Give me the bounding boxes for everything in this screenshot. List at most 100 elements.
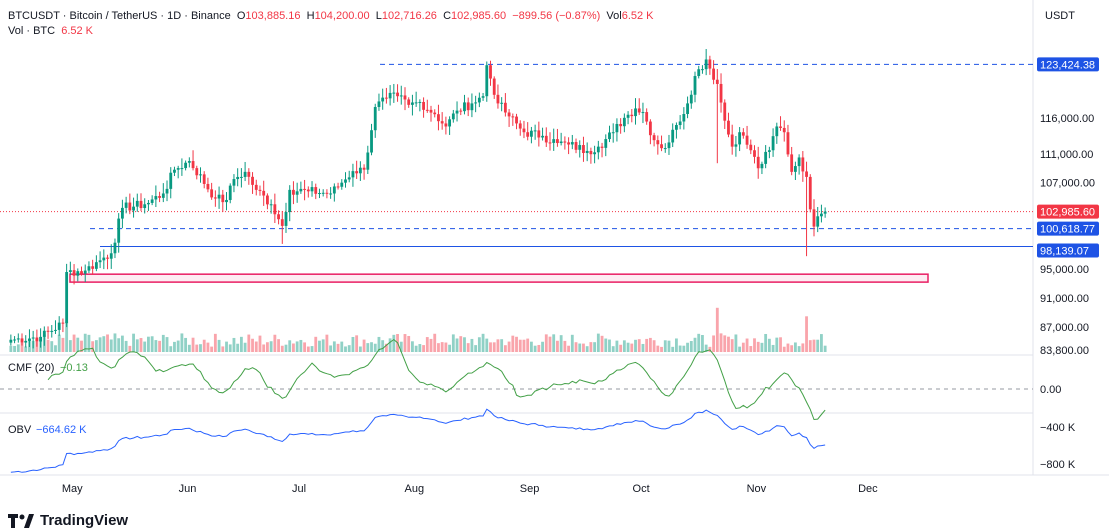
volume-bar xyxy=(693,337,697,352)
volume-bar xyxy=(388,338,392,352)
candle-body xyxy=(321,192,325,194)
candle-body xyxy=(663,148,667,150)
candle-body xyxy=(760,163,764,169)
volume-bar xyxy=(652,340,656,352)
candle-body xyxy=(109,253,113,259)
candle-body xyxy=(117,218,121,243)
volume-bar xyxy=(596,333,600,352)
candle-body xyxy=(492,78,496,95)
candle-body xyxy=(366,152,370,170)
volume-bar xyxy=(117,338,121,352)
candle-body xyxy=(98,260,102,263)
candle-body xyxy=(790,154,794,172)
volume-bar xyxy=(823,345,827,352)
volume-bar xyxy=(648,337,652,352)
support-zone xyxy=(69,273,929,283)
volume-bar xyxy=(76,337,80,352)
candle-body xyxy=(593,152,597,155)
volume-bar xyxy=(775,337,779,352)
candle-body xyxy=(325,192,329,194)
volume-bar xyxy=(764,333,768,352)
level-tag-label: 98,139.07 xyxy=(1040,246,1089,258)
volume-bar xyxy=(251,338,254,352)
candle-body xyxy=(507,112,511,117)
candle-body xyxy=(749,144,753,151)
candle-body xyxy=(611,132,615,134)
candle-body xyxy=(500,102,504,104)
candle-body xyxy=(303,188,307,190)
volume-bar xyxy=(9,345,13,352)
time-tick-label: Nov xyxy=(747,483,767,495)
candle-body xyxy=(351,171,355,178)
candle-body xyxy=(689,94,693,104)
candle-body xyxy=(775,126,779,137)
candle-body xyxy=(318,193,321,195)
candle-body xyxy=(675,125,678,130)
candle-body xyxy=(221,194,225,203)
volume-legend: Vol · BTC 6.52 K xyxy=(8,25,93,37)
volume-bar xyxy=(176,340,180,352)
volume-bar xyxy=(173,341,176,352)
candle-body xyxy=(336,186,340,188)
candle-body xyxy=(87,266,91,271)
brand-name: TradingView xyxy=(40,512,129,529)
candle-body xyxy=(306,189,310,192)
volume-bar xyxy=(645,338,649,352)
volume-bar xyxy=(675,338,678,352)
candle-body xyxy=(548,142,552,144)
candle-body xyxy=(801,157,805,172)
volume-bar xyxy=(805,316,808,352)
candle-body xyxy=(682,113,686,122)
volume-bar xyxy=(355,335,359,352)
volume-bar xyxy=(247,334,251,352)
volume-bar xyxy=(745,338,749,352)
candle-body xyxy=(793,166,797,172)
volume-bar xyxy=(221,346,225,352)
level-tag xyxy=(1037,243,1099,258)
candle-body xyxy=(161,193,165,198)
volume-bar xyxy=(254,341,258,352)
volume-bar xyxy=(574,342,578,352)
candle-body xyxy=(481,96,485,98)
volume-bar xyxy=(477,337,481,352)
candle-body xyxy=(292,189,295,195)
low-value: 102,716.26 xyxy=(381,10,437,22)
volume-bar xyxy=(529,341,533,352)
volume-bar xyxy=(734,334,738,352)
volume-bar xyxy=(202,339,206,352)
candle-body xyxy=(16,338,20,340)
volume-bar xyxy=(663,340,667,352)
candle-body xyxy=(269,204,273,206)
candle-body xyxy=(61,322,65,324)
volume-bar xyxy=(329,345,333,352)
volume-bar xyxy=(83,333,87,352)
volume-bar xyxy=(288,340,292,352)
level-tag-label: 123,424.38 xyxy=(1040,59,1095,71)
candle-body xyxy=(526,132,530,137)
candle-body xyxy=(165,188,169,194)
candle-body xyxy=(277,214,280,220)
candle-body xyxy=(280,219,284,226)
volume-bar xyxy=(269,341,273,352)
candle-body xyxy=(582,145,585,154)
volume-bar xyxy=(87,334,91,352)
volume-bar xyxy=(403,334,407,352)
candle-body xyxy=(608,132,611,140)
candle-body xyxy=(388,92,392,99)
candle-body xyxy=(143,204,147,209)
volume-bar xyxy=(820,334,823,352)
volume-bar xyxy=(767,338,771,352)
volume-bar xyxy=(154,340,158,352)
volume-bar xyxy=(414,345,418,352)
volume-bar xyxy=(727,336,730,352)
candle-body xyxy=(54,329,57,331)
candle-body xyxy=(645,112,649,122)
volume-row-label: Vol · BTC xyxy=(8,25,56,37)
volume-bar xyxy=(622,340,626,352)
volume-bar xyxy=(641,343,645,352)
volume-bar xyxy=(158,340,161,352)
time-tick-label: Dec xyxy=(858,483,878,495)
candle-body xyxy=(94,262,98,269)
candle-body xyxy=(57,322,61,330)
